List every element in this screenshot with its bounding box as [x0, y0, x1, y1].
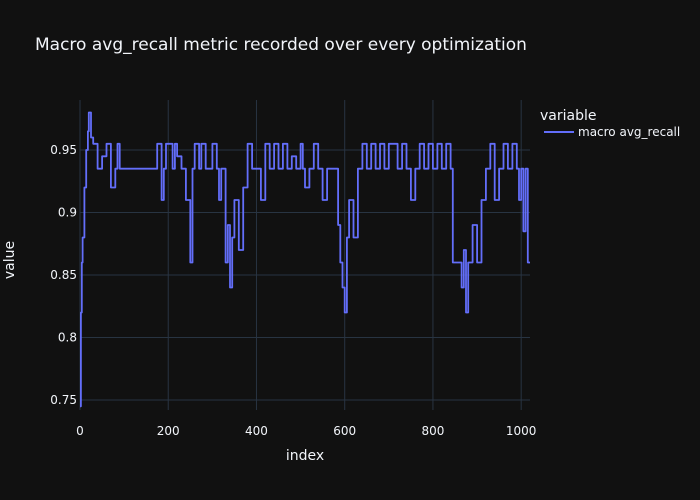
x-axis-ticks: 0 200 400 600 800 1000 — [76, 424, 536, 438]
x-tick-label: 400 — [245, 424, 268, 438]
y-tick-label: 0.8 — [58, 331, 77, 345]
y-tick-label: 0.95 — [50, 143, 77, 157]
y-axis-title: value — [2, 241, 18, 279]
chart-title: Macro avg_recall metric recorded over ev… — [35, 35, 527, 55]
x-tick-label: 600 — [333, 424, 356, 438]
y-tick-label: 0.9 — [58, 206, 77, 220]
legend-title: variable — [540, 108, 596, 124]
legend-series-label: macro avg_recall — [578, 125, 680, 139]
y-tick-label: 0.85 — [50, 268, 77, 282]
x-tick-label: 800 — [421, 424, 444, 438]
series-line-macro-avg-recall — [80, 111, 530, 408]
plot-grid — [79, 100, 530, 410]
y-axis-ticks: 0.75 0.8 0.85 0.9 0.95 — [50, 143, 77, 407]
legend: variable macro avg_recall — [540, 108, 680, 139]
x-tick-label: 0 — [76, 424, 84, 438]
x-axis-title: index — [286, 448, 324, 464]
x-tick-label: 200 — [157, 424, 180, 438]
series-layer — [80, 111, 530, 408]
x-tick-label: 1000 — [506, 424, 537, 438]
y-tick-label: 0.75 — [50, 393, 77, 407]
